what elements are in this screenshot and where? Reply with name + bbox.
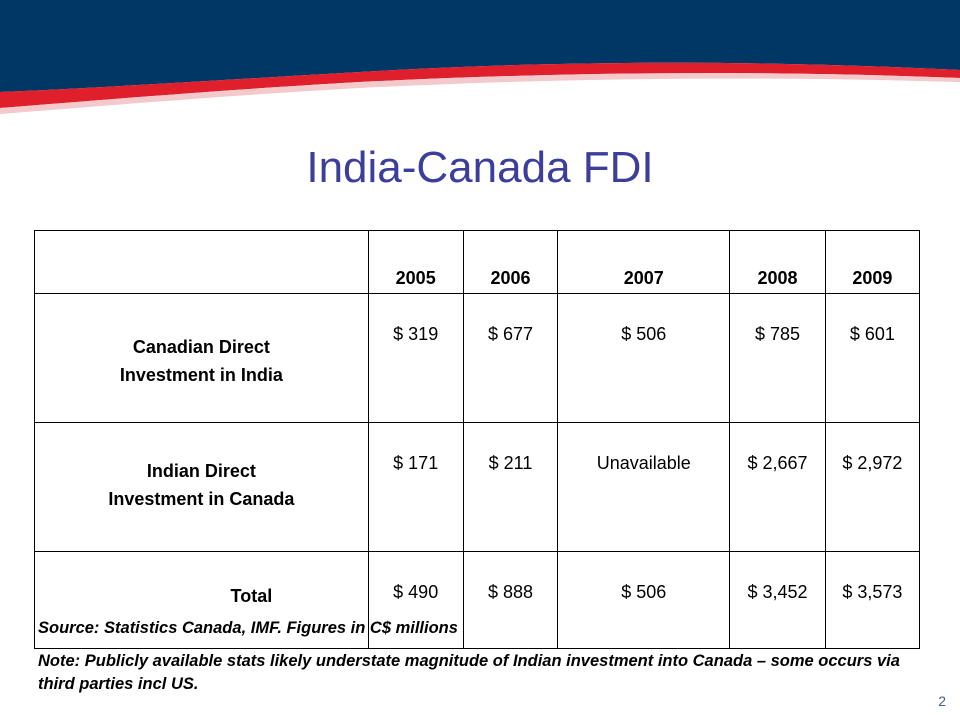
table-cell: $ 2,972 (824, 422, 921, 552)
row-label: Indian Direct Investment in Canada (34, 422, 369, 552)
table-row: Indian Direct Investment in Canada $ 171… (34, 422, 921, 552)
table-cell: $ 506 (557, 293, 731, 423)
table-cell: $ 785 (729, 293, 826, 423)
table-cell: Unavailable (557, 422, 731, 552)
row-label-line: Investment in Canada (108, 489, 295, 509)
notes-block: Source: Statistics Canada, IMF. Figures … (38, 617, 918, 696)
table-cell: $ 171 (367, 422, 464, 552)
header-banner (0, 0, 960, 130)
table-header-2007: 2007 (557, 230, 731, 294)
slide-title: India-Canada FDI (306, 143, 654, 192)
row-label: Total (34, 551, 369, 649)
table-cell: $ 3,452 (729, 551, 826, 649)
table-cell: $ 506 (557, 551, 731, 649)
table-cell: $ 490 (367, 551, 464, 649)
row-label-line: Canadian Direct (132, 337, 270, 357)
table-row: Canadian Direct Investment in India $ 31… (34, 293, 921, 423)
table-cell: $ 211 (462, 422, 559, 552)
row-label-line: Total (230, 586, 273, 606)
table-header-2005: 2005 (367, 230, 464, 294)
table-row: Total $ 490 $ 888 $ 506 $ 3,452 $ 3,573 (34, 551, 921, 649)
fdi-table: 2005 2006 2007 2008 2009 Canadian Direct… (34, 230, 921, 649)
table-header-empty (34, 230, 369, 294)
table-header-row: 2005 2006 2007 2008 2009 (34, 230, 921, 294)
source-note: Source: Statistics Canada, IMF. Figures … (38, 619, 458, 637)
page-number: 2 (938, 693, 946, 709)
table-cell: $ 319 (367, 293, 464, 423)
table-cell: $ 677 (462, 293, 559, 423)
row-label-line: Indian Direct (146, 461, 256, 481)
table-cell: $ 888 (462, 551, 559, 649)
row-label-line: Investment in India (119, 365, 283, 385)
table-header-2008: 2008 (729, 230, 826, 294)
table-cell: $ 601 (824, 293, 921, 423)
table-header-2006: 2006 (462, 230, 559, 294)
table-cell: $ 2,667 (729, 422, 826, 552)
caveat-note: Note: Publicly available stats likely un… (38, 652, 900, 693)
row-label: Canadian Direct Investment in India (34, 293, 369, 423)
table-header-2009: 2009 (824, 230, 921, 294)
table-cell: $ 3,573 (824, 551, 921, 649)
